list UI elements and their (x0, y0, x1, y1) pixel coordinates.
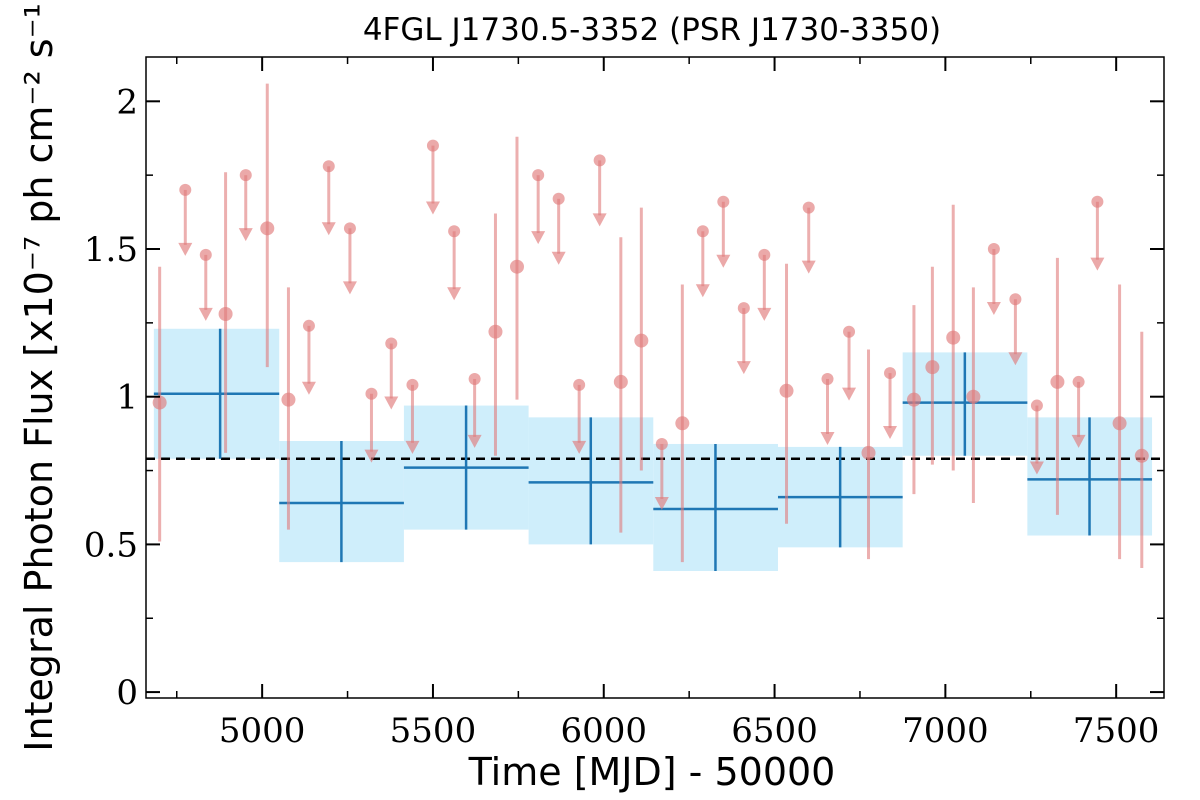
y-tick-label: 1 (116, 378, 138, 418)
upper-limit-arrow (820, 431, 835, 445)
upper-limit-point (821, 372, 834, 385)
upper-limit-arrow (986, 301, 1001, 315)
x-tick-label: 6500 (731, 711, 818, 751)
upper-limit-arrow (342, 281, 357, 295)
upper-limit-arrow (842, 387, 857, 401)
upper-limit-point (573, 378, 586, 391)
upper-limit-point (696, 225, 709, 238)
monthly-point (779, 383, 794, 398)
x-tick-label: 6000 (560, 711, 647, 751)
upper-limit-arrow (1029, 461, 1044, 475)
upper-limit-point (758, 248, 771, 261)
upper-limit-point (468, 372, 481, 385)
upper-limit-point (532, 169, 545, 182)
monthly-point (861, 445, 876, 460)
upper-limit-point (199, 248, 212, 261)
upper-limit-arrow (695, 284, 710, 298)
monthly-point (152, 395, 167, 410)
upper-limit-point (843, 325, 856, 338)
upper-limit-point (343, 222, 356, 235)
y-tick-label: 0 (116, 673, 138, 713)
upper-limit-point (987, 243, 1000, 256)
upper-limit-arrow (447, 287, 462, 301)
plot-frame (145, 56, 1165, 699)
upper-limit-arrow (531, 231, 546, 245)
monthly-point (634, 333, 649, 348)
upper-limit-arrow (572, 440, 587, 454)
upper-limit-arrow (405, 440, 420, 454)
monthly-point (1050, 374, 1065, 389)
upper-limit-arrow (654, 496, 669, 510)
upper-limit-point (448, 225, 461, 238)
upper-limit-point (179, 183, 192, 196)
monthly-point (1134, 448, 1149, 463)
upper-limit-point (385, 337, 398, 350)
x-tick-label: 5000 (219, 711, 306, 751)
upper-limit-arrow (238, 228, 253, 242)
upper-limit-point (802, 201, 815, 214)
upper-limit-point (655, 437, 668, 450)
upper-limit-point (302, 319, 315, 332)
upper-limit-arrow (1071, 434, 1086, 448)
upper-limit-arrow (716, 254, 731, 268)
monthly-point (281, 392, 296, 407)
monthly-point (613, 374, 628, 389)
upper-limit-point (737, 302, 750, 315)
x-axis-label: Time [MJD] - 50000 (468, 750, 836, 794)
y-axis-label: Integral Photon Flux [x10⁻⁷ ph cm⁻² s⁻¹] (17, 0, 61, 752)
upper-limit-point (1030, 399, 1043, 412)
upper-limit-arrow (178, 242, 193, 256)
monthly-point (218, 306, 233, 321)
upper-limit-arrow (1008, 352, 1023, 366)
upper-limit-arrow (757, 307, 772, 321)
upper-limit-point (884, 367, 897, 380)
upper-limit-point (552, 192, 565, 205)
upper-limit-arrow (801, 260, 816, 274)
monthly-point (906, 392, 921, 407)
upper-limit-point (365, 387, 378, 400)
upper-limit-point (1009, 293, 1022, 306)
upper-limit-arrow (736, 361, 751, 375)
upper-limit-point (426, 139, 439, 152)
y-tick-label: 0.5 (84, 525, 138, 565)
upper-limit-arrow (425, 201, 440, 215)
monthly-point (509, 259, 524, 274)
upper-limit-arrow (467, 434, 482, 448)
upper-limit-point (1072, 375, 1085, 388)
x-tick-label: 7500 (1073, 711, 1160, 751)
upper-limit-arrow (883, 426, 898, 440)
chart-title: 4FGL J1730.5-3352 (PSR J1730-3350) (363, 12, 941, 48)
upper-limit-arrow (198, 307, 213, 321)
monthly-point (925, 360, 940, 375)
monthly-point (966, 389, 981, 404)
monthly-point (675, 416, 690, 431)
upper-limit-arrow (364, 449, 379, 463)
y-tick-label: 2 (116, 82, 138, 122)
upper-limit-point (322, 160, 335, 173)
upper-limit-arrow (384, 396, 399, 410)
upper-limit-point (717, 195, 730, 208)
upper-limit-arrow (592, 213, 607, 227)
upper-limit-arrow (1090, 257, 1105, 271)
monthly-point (260, 221, 275, 236)
y-tick-label: 1.5 (84, 230, 138, 270)
upper-limit-point (406, 378, 419, 391)
monthly-point (488, 324, 503, 339)
upper-limit-arrow (321, 222, 336, 236)
x-tick-label: 5500 (390, 711, 477, 751)
x-tick-label: 7000 (902, 711, 989, 751)
upper-limit-point (1091, 195, 1104, 208)
monthly-point (1112, 416, 1127, 431)
upper-limit-arrow (301, 381, 316, 395)
upper-limit-point (593, 154, 606, 167)
upper-limit-point (239, 169, 252, 182)
monthly-point (946, 330, 961, 345)
upper-limit-arrow (551, 251, 566, 265)
plot-area: 5000 5500 6000 6500 7000 7500 0 0.5 1 1.5 2 (84, 56, 1165, 751)
